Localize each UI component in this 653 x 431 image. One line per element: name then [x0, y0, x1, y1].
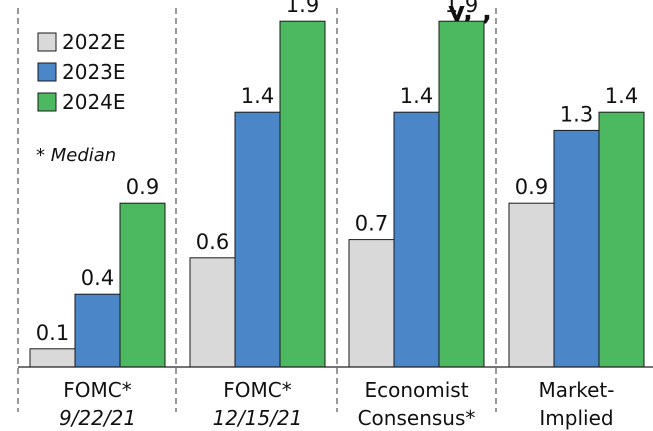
bar-2022E-3	[508, 202, 555, 368]
legend: 2022E 2023E 2024E	[37, 30, 126, 114]
value-label-2024E-3: 1.4	[605, 84, 638, 108]
category-labels: FOMC* 9/22/21 FOMC* 12/15/21 Economist Consen…	[59, 378, 615, 430]
value-label-2023E-0: 0.4	[81, 266, 114, 290]
value-label-2022E-1: 0.6	[196, 230, 229, 254]
legend-label-2024E: 2024E	[62, 90, 126, 114]
bar-2024E-0	[119, 202, 166, 368]
value-labels: 0.1 0.6 0.7 0.9 0.4 1.4 1.4 1.3 0.9 1.9 1.9 1.4	[36, 0, 638, 345]
legend-swatch-2022E	[37, 32, 57, 52]
category-label-0-line2: 9/22/21	[59, 406, 136, 430]
category-label-0-line1: FOMC*	[63, 378, 131, 402]
bar-2022E-1	[189, 257, 236, 368]
bar-2022E-2	[348, 239, 395, 368]
value-label-2023E-3: 1.3	[560, 102, 593, 126]
category-separators	[17, 8, 497, 412]
legend-label-2023E: 2023E	[62, 60, 126, 84]
value-label-2023E-2: 1.4	[400, 84, 433, 108]
bar-2023E-3	[553, 129, 600, 368]
legend-swatch-2023E	[37, 62, 57, 82]
bar-2024E-3	[598, 111, 645, 368]
value-label-2024E-0: 0.9	[126, 175, 159, 199]
bar-2023E-0	[74, 293, 121, 368]
category-label-3-line1: Market-	[539, 378, 615, 402]
category-label-1-line1: FOMC*	[223, 378, 291, 402]
value-label-2023E-1: 1.4	[241, 84, 274, 108]
legend-label-2022E: 2022E	[62, 30, 126, 54]
category-label-3-line2: Implied	[539, 406, 613, 430]
bar-2023E-1	[234, 111, 281, 368]
category-label-1-line2: 12/15/21	[213, 406, 303, 430]
bar-2023E-2	[393, 111, 440, 368]
bars	[29, 20, 645, 368]
bar-2024E-1	[279, 20, 326, 368]
bar-2022E-0	[29, 348, 76, 368]
median-note: * Median	[36, 145, 116, 166]
legend-swatch-2024E	[37, 92, 57, 112]
value-label-2022E-0: 0.1	[36, 321, 69, 345]
value-label-2024E-1: 1.9	[286, 0, 319, 17]
category-label-2-line2: Consensus*	[358, 406, 476, 430]
category-label-2-line1: Economist	[364, 378, 468, 402]
value-label-2022E-2: 0.7	[355, 212, 388, 236]
value-label-2024E-2: 1.9	[445, 0, 478, 17]
value-label-2022E-3: 0.9	[515, 175, 548, 199]
bar-2024E-2	[438, 20, 485, 368]
